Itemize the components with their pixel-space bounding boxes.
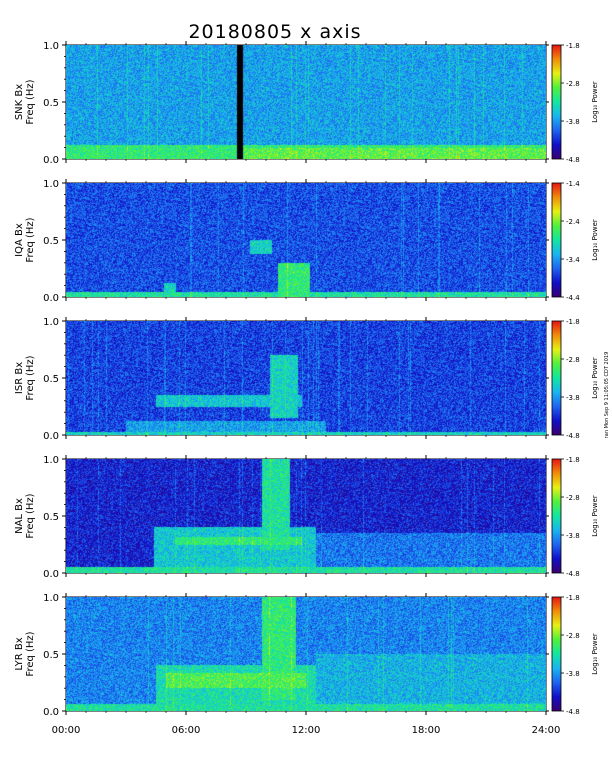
y-axis-label-units: Freq (Hz) <box>25 217 36 262</box>
y-axis-label-units: Freq (Hz) <box>25 493 36 538</box>
y-tick-label: 0.5 <box>43 650 59 661</box>
colorbar-tick-label: -3.4 <box>566 256 580 264</box>
colorbar-tick-label: -2.8 <box>566 356 580 364</box>
y-axis-label: IQA BxFreq (Hz) <box>14 217 36 262</box>
colorbar-tick-label: -2.8 <box>566 632 580 640</box>
y-axis-label: LYR BxFreq (Hz) <box>14 631 36 676</box>
y-axis-label-units: Freq (Hz) <box>25 631 36 676</box>
spectrogram-heatmap-5 <box>66 597 546 711</box>
y-tick-label: 0.0 <box>43 431 59 442</box>
y-axis-label: SNK BxFreq (Hz) <box>14 79 36 124</box>
y-axis-label-station: ISR Bx <box>14 362 25 394</box>
panel-1: 0.0 0.5 1.0 SNK BxFreq (Hz) -1.8 -2.8 -3.8 -4.8… <box>14 41 599 166</box>
y-tick-label: 0.5 <box>43 236 59 247</box>
y-tick-label: 0.0 <box>43 569 59 580</box>
spectrogram-heatmap-3 <box>66 321 546 435</box>
y-axis-label-station: IQA Bx <box>14 223 25 257</box>
x-tick-label: 18:00 <box>412 725 441 736</box>
y-tick-label: 0.0 <box>43 707 59 718</box>
y-tick-label: 0.5 <box>43 512 59 523</box>
panel-4: 0.0 0.5 1.0 NAL BxFreq (Hz) -1.8 -2.8 -3.8 -4.8… <box>14 455 599 580</box>
colorbar <box>551 182 562 298</box>
y-axis-label-station: LYR Bx <box>14 637 25 670</box>
colorbar-label: Log₁₀ Power <box>591 495 599 537</box>
colorbar <box>551 596 562 712</box>
colorbar-tick-label: -4.8 <box>566 156 580 164</box>
y-tick-label: 1.0 <box>43 41 59 52</box>
colorbar-tick-label: -1.8 <box>566 42 580 50</box>
colorbar-tick-label: -2.4 <box>566 218 580 226</box>
colorbar <box>551 458 562 574</box>
y-tick-label: 1.0 <box>43 317 59 328</box>
spectrogram-heatmap-2 <box>66 183 546 297</box>
y-tick-label: 1.0 <box>43 593 59 604</box>
figure-title: 20180805 x axis <box>188 21 361 43</box>
colorbar <box>551 320 562 436</box>
y-axis-label: ISR BxFreq (Hz) <box>14 355 36 400</box>
colorbar-label: Log₁₀ Power <box>591 357 599 399</box>
y-tick-label: 0.5 <box>43 98 59 109</box>
colorbar <box>551 44 562 160</box>
colorbar-tick-label: -2.8 <box>566 494 580 502</box>
colorbar-label: Log₁₀ Power <box>591 633 599 675</box>
y-axis-label-units: Freq (Hz) <box>25 355 36 400</box>
y-tick-label: 0.0 <box>43 155 59 166</box>
colorbar-tick-label: -3.8 <box>566 394 580 402</box>
colorbar-tick-label: -2.8 <box>566 80 580 88</box>
y-tick-label: 0.5 <box>43 374 59 385</box>
colorbar-tick-label: -3.8 <box>566 532 580 540</box>
y-tick-label: 1.0 <box>43 179 59 190</box>
colorbar-tick-label: -3.8 <box>566 670 580 678</box>
y-tick-label: 0.0 <box>43 293 59 304</box>
x-tick-label: 00:00 <box>52 725 81 736</box>
y-axis-label-station: NAL Bx <box>14 498 25 534</box>
y-axis-label-station: SNK Bx <box>14 84 25 120</box>
x-tick-label: 06:00 <box>172 725 201 736</box>
x-tick-label: 24:00 <box>532 725 561 736</box>
colorbar-tick-label: -1.8 <box>566 594 580 602</box>
colorbar-tick-label: -1.8 <box>566 456 580 464</box>
colorbar-tick-label: -1.8 <box>566 318 580 326</box>
colorbar-tick-label: -4.8 <box>566 708 580 716</box>
run-timestamp-note: ran Mon Sep 9 11:05:05 CDT 2019 <box>604 352 610 439</box>
y-axis-label: NAL BxFreq (Hz) <box>14 493 36 538</box>
spectrogram-heatmap-1 <box>66 45 546 159</box>
colorbar-label: Log₁₀ Power <box>591 219 599 261</box>
colorbar-label: Log₁₀ Power <box>591 81 599 123</box>
spectrogram-heatmap-4 <box>66 459 546 573</box>
panel-3: 0.0 0.5 1.0 ISR BxFreq (Hz) -1.8 -2.8 -3.8 -4.8… <box>14 317 599 442</box>
colorbar-tick-label: -4.4 <box>566 294 580 302</box>
colorbar-tick-label: -4.8 <box>566 570 580 578</box>
colorbar-tick-label: -4.8 <box>566 432 580 440</box>
colorbar-tick-label: -1.4 <box>566 180 580 188</box>
colorbar-tick-label: -3.8 <box>566 118 580 126</box>
x-tick-label: 12:00 <box>292 725 321 736</box>
y-tick-label: 1.0 <box>43 455 59 466</box>
y-axis-label-units: Freq (Hz) <box>25 79 36 124</box>
